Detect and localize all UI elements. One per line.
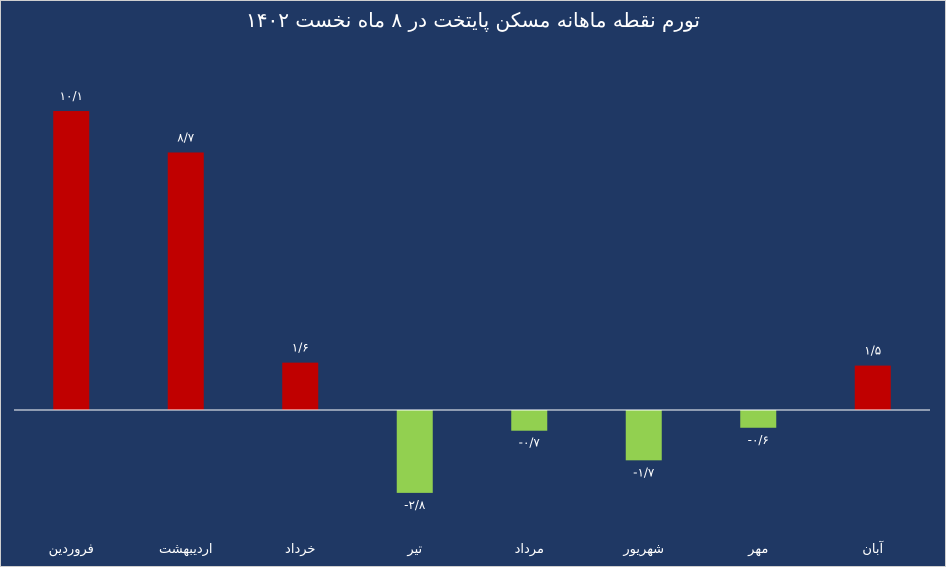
category-label-4: تیر (406, 542, 422, 557)
bar-7 (740, 410, 777, 428)
category-label-2: اردیبهشت (159, 542, 213, 557)
category-label-8: آبان (862, 540, 884, 557)
bar-6 (625, 410, 662, 461)
bar-8 (854, 365, 891, 410)
data-label-7: -۰/۶ (748, 433, 769, 447)
data-label-2: ۸/۷ (177, 130, 194, 144)
bar-4 (396, 410, 433, 493)
category-label-1: فروردین (49, 542, 94, 557)
data-label-5: -۰/۷ (519, 436, 541, 450)
data-label-8: ۱/۵ (864, 344, 881, 358)
bar-3 (282, 362, 319, 410)
category-label-7: مهر (747, 542, 768, 557)
data-label-6: -۱/۷ (633, 465, 655, 479)
bar-1 (53, 111, 90, 410)
category-label-5: مرداد (515, 542, 544, 557)
category-label-6: شهریور (622, 542, 664, 557)
category-label-3: خرداد (285, 542, 315, 557)
chart-title: تورم نقطه ماهانه مسکن پایتخت در ۸ ماه نخ… (246, 8, 700, 32)
bar-5 (511, 410, 548, 431)
bar-2 (167, 152, 204, 411)
data-label-4: -۲/۸ (404, 498, 426, 512)
data-label-3: ۱/۶ (292, 341, 309, 355)
data-label-1: ۱۰/۱ (60, 89, 83, 103)
